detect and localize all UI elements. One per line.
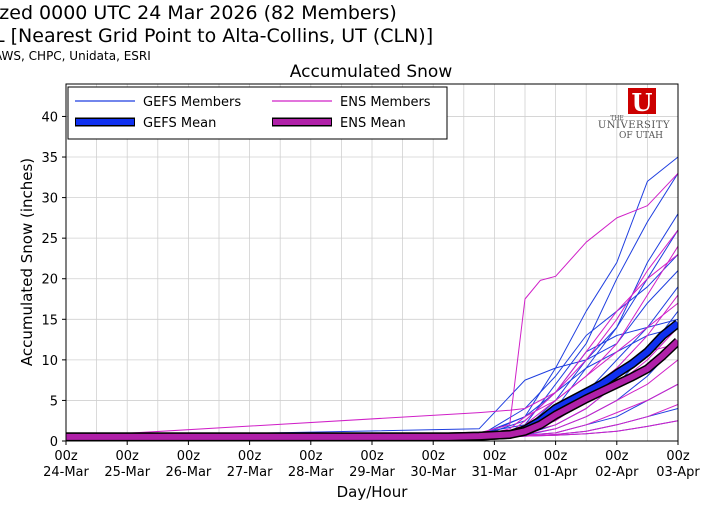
x-tick-label-hour: 00z	[360, 449, 384, 464]
logo-of-utah: OF UTAH	[619, 131, 663, 141]
x-tick-label-date: 03-Apr	[656, 465, 700, 480]
x-tick-label-date: 01-Apr	[534, 465, 578, 480]
x-tick-label-hour: 00z	[54, 449, 78, 464]
y-tick-label: 5	[50, 394, 58, 409]
x-tick-label-date: 30-Mar	[410, 465, 456, 480]
x-tick-label-hour: 00z	[422, 449, 446, 464]
logo-u-block	[628, 88, 656, 114]
y-axis-label: Accumulated Snow (inches)	[18, 158, 36, 366]
x-tick-label-hour: 00z	[177, 449, 201, 464]
plot-lines	[66, 156, 678, 441]
legend-label-ens-members: ENS Members	[340, 95, 431, 110]
header-title-line2: L [Nearest Grid Point to Alta-Collins, U…	[0, 25, 434, 47]
x-tick-label-date: 27-Mar	[227, 465, 273, 480]
y-tick-label: 0	[50, 435, 58, 450]
gefs-member-line	[66, 270, 678, 438]
legend-label-gefs-mean: GEFS Mean	[143, 116, 216, 131]
y-tick-label: 40	[41, 110, 58, 125]
y-tick-label: 35	[41, 151, 58, 166]
y-tick-label: 10	[41, 354, 58, 369]
university-of-utah-logo: U THE UNIVERSITY OF UTAH	[598, 88, 670, 141]
header-credits: AWS, CHPC, Unidata, ESRI	[0, 49, 151, 63]
y-tick-label: 20	[41, 273, 58, 288]
x-tick-label-hour: 00z	[666, 449, 690, 464]
legend-label-gefs-members: GEFS Members	[143, 95, 241, 110]
chart-title: Accumulated Snow	[290, 62, 453, 82]
x-tick-label-date: 29-Mar	[349, 465, 395, 480]
header-title-line1: ized 0000 UTC 24 Mar 2026 (82 Members)	[0, 2, 397, 24]
x-tick-label-date: 28-Mar	[288, 465, 334, 480]
legend-label-ens-mean: ENS Mean	[340, 116, 406, 131]
legend-box	[67, 86, 448, 140]
x-tick-label-hour: 00z	[299, 449, 323, 464]
y-tick-label: 15	[41, 313, 58, 328]
x-tick-label-hour: 00z	[605, 449, 629, 464]
logo-the: THE	[610, 115, 624, 122]
x-tick-label-date: 26-Mar	[166, 465, 212, 480]
legend: GEFS Members ENS Members GEFS Mean ENS Mean	[67, 86, 448, 140]
y-tick-label: 25	[41, 232, 58, 247]
x-axis-label: Day/Hour	[337, 483, 409, 501]
x-axis-ticks: 00z24-Mar00z25-Mar00z26-Mar00z27-Mar00z2…	[43, 441, 700, 480]
x-tick-label-date: 31-Mar	[472, 465, 518, 480]
y-axis-ticks: 0 5 10 15 20 25 30 35 40	[41, 110, 66, 450]
x-tick-label-hour: 00z	[116, 449, 140, 464]
x-tick-label-date: 24-Mar	[43, 465, 89, 480]
ens-member-line	[66, 172, 678, 438]
x-tick-label-hour: 00z	[544, 449, 568, 464]
ens-mean-line	[66, 339, 678, 440]
logo-university: UNIVERSITY	[598, 120, 670, 131]
x-tick-label-date: 02-Apr	[595, 465, 639, 480]
x-tick-label-date: 25-Mar	[104, 465, 150, 480]
logo-u-letter: U	[632, 88, 653, 117]
x-tick-label-hour: 00z	[238, 449, 262, 464]
y-tick-label: 30	[41, 192, 58, 207]
x-tick-label-hour: 00z	[483, 449, 507, 464]
